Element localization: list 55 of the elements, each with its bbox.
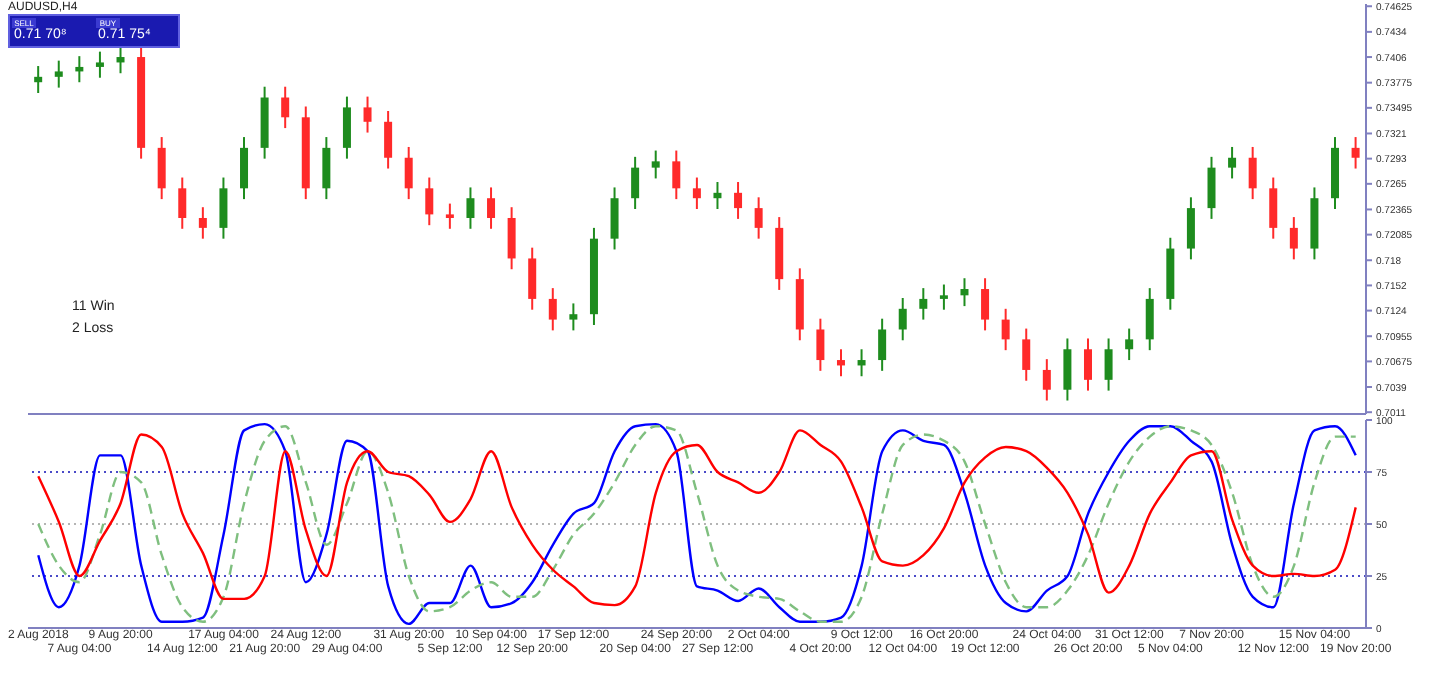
candlestick bbox=[1248, 145, 1257, 201]
candlestick bbox=[507, 206, 516, 271]
candlestick bbox=[1289, 216, 1298, 261]
candlestick bbox=[466, 186, 475, 230]
candlestick bbox=[219, 176, 228, 240]
candlestick bbox=[240, 136, 249, 201]
candlestick bbox=[1351, 136, 1360, 170]
candlestick bbox=[878, 317, 887, 372]
candlestick bbox=[404, 145, 413, 201]
candlestick bbox=[1022, 327, 1031, 382]
candlestick bbox=[342, 95, 351, 160]
candlestick bbox=[116, 45, 125, 75]
candlestick bbox=[734, 181, 743, 220]
candlestick bbox=[34, 65, 43, 95]
candlestick bbox=[157, 136, 166, 201]
candlestick bbox=[569, 302, 578, 332]
candlestick bbox=[487, 186, 496, 230]
candlestick bbox=[1104, 337, 1113, 392]
candlestick bbox=[981, 277, 990, 332]
candlestick bbox=[1042, 358, 1051, 402]
candlestick bbox=[363, 95, 372, 134]
candlestick bbox=[713, 181, 722, 210]
candlestick bbox=[672, 149, 681, 201]
candlestick bbox=[1186, 196, 1195, 261]
candlestick bbox=[960, 277, 969, 308]
candlestick bbox=[1125, 327, 1134, 362]
candlestick bbox=[1228, 145, 1237, 180]
candlestick bbox=[1083, 337, 1092, 392]
candlestick bbox=[54, 59, 63, 89]
candlestick bbox=[1063, 337, 1072, 402]
candlestick bbox=[281, 85, 290, 130]
candlestick bbox=[754, 196, 763, 240]
candlestick bbox=[651, 149, 660, 180]
candlestick bbox=[322, 136, 331, 201]
candlestick bbox=[1145, 287, 1154, 352]
candlestick bbox=[1001, 307, 1010, 352]
candlestick bbox=[198, 206, 207, 240]
candlestick bbox=[528, 246, 537, 311]
candlestick bbox=[95, 50, 104, 79]
candlestick bbox=[939, 283, 948, 311]
candlestick bbox=[919, 287, 928, 321]
candlestick bbox=[631, 155, 640, 210]
candlestick bbox=[692, 176, 701, 210]
candlestick bbox=[425, 176, 434, 227]
candlestick bbox=[1269, 176, 1278, 240]
candlestick bbox=[816, 317, 825, 372]
candlestick bbox=[384, 110, 393, 170]
candlestick bbox=[548, 287, 557, 332]
candlestick bbox=[836, 348, 845, 378]
candlestick bbox=[178, 176, 187, 230]
candlestick bbox=[610, 186, 619, 251]
candlestick bbox=[1207, 155, 1216, 220]
candlestick bbox=[445, 202, 454, 230]
candlestick bbox=[898, 297, 907, 342]
candlestick bbox=[857, 348, 866, 378]
